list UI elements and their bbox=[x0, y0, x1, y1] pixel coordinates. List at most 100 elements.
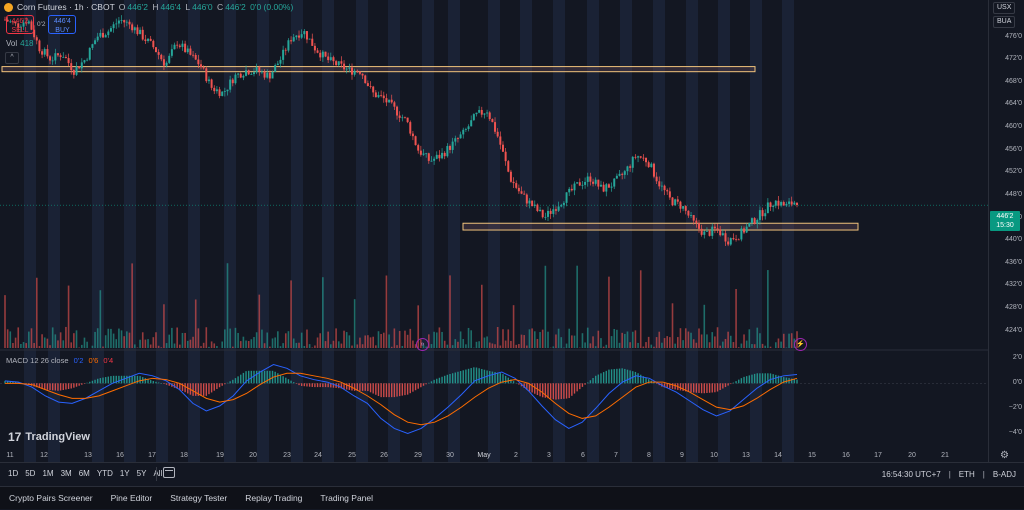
volume-bar bbox=[206, 327, 208, 348]
range-button-ytd[interactable]: YTD bbox=[97, 469, 113, 478]
volume-bar bbox=[36, 278, 38, 348]
range-button-5d[interactable]: 5D bbox=[25, 469, 35, 478]
volume-bar bbox=[4, 295, 6, 348]
macd-histogram-bar bbox=[362, 383, 363, 391]
flash-marker-icon[interactable]: ⚡ bbox=[794, 338, 807, 351]
time-tick: 29 bbox=[414, 452, 422, 459]
calendar-icon[interactable] bbox=[163, 467, 175, 478]
macd-value: 0'2 bbox=[74, 356, 84, 365]
macd-histogram-bar bbox=[304, 383, 305, 386]
volume-bar bbox=[28, 332, 30, 348]
time-tick: 19 bbox=[216, 452, 224, 459]
range-button-5y[interactable]: 5Y bbox=[137, 469, 147, 478]
price-tick: 472'0 bbox=[1005, 55, 1022, 62]
adjust-toggle[interactable]: B-ADJ bbox=[993, 470, 1016, 479]
candle-body bbox=[192, 55, 194, 56]
candle-body bbox=[248, 70, 250, 74]
range-button-all[interactable]: All bbox=[153, 469, 162, 478]
collapse-legend-button[interactable]: ^ bbox=[5, 52, 19, 64]
volume-bar bbox=[372, 337, 374, 348]
candle-body bbox=[510, 172, 512, 182]
macd-histogram-bar bbox=[76, 383, 77, 386]
candle-body bbox=[221, 92, 223, 96]
range-button-1m[interactable]: 1M bbox=[42, 469, 53, 478]
volume-bar bbox=[396, 345, 398, 348]
panel-tab-crypto-pairs-screener[interactable]: Crypto Pairs Screener bbox=[0, 487, 102, 509]
candle-body bbox=[213, 88, 215, 91]
volume-bar bbox=[621, 333, 623, 348]
candle-body bbox=[76, 66, 78, 74]
macd-histogram-bar bbox=[288, 379, 289, 383]
candle-body bbox=[89, 48, 91, 60]
event-marker-icon[interactable]: » bbox=[416, 338, 429, 351]
currency-selector[interactable]: USX bbox=[993, 2, 1015, 14]
panel-tab-trading-panel[interactable]: Trading Panel bbox=[311, 487, 382, 509]
panel-tab-replay-trading[interactable]: Replay Trading bbox=[236, 487, 311, 509]
range-button-1y[interactable]: 1Y bbox=[120, 469, 130, 478]
candle-body bbox=[568, 189, 570, 192]
candle-body bbox=[36, 37, 38, 40]
macd-histogram-bar bbox=[465, 370, 466, 384]
candle-body bbox=[338, 61, 340, 65]
macd-histogram-bar bbox=[192, 383, 193, 396]
candle-body bbox=[325, 52, 327, 57]
volume-bar bbox=[608, 277, 610, 348]
divider: | bbox=[949, 470, 951, 479]
open-label: O bbox=[119, 2, 126, 12]
macd-histogram-bar bbox=[497, 373, 498, 384]
buy-button[interactable]: 446'4 BUY bbox=[48, 15, 76, 34]
volume-bar bbox=[195, 299, 197, 348]
price-tick: 464'0 bbox=[1005, 100, 1022, 107]
unit-selector[interactable]: BUA bbox=[993, 16, 1015, 28]
volume-bar bbox=[20, 344, 22, 348]
macd-histogram-bar bbox=[280, 375, 281, 384]
macd-histogram-bar bbox=[600, 373, 601, 383]
clock[interactable]: 16:54:30 UTC+7 bbox=[882, 470, 941, 479]
volume-bar bbox=[513, 305, 515, 348]
candle-body bbox=[732, 238, 734, 239]
candle-body bbox=[468, 126, 470, 129]
macd-histogram-bar bbox=[418, 383, 419, 388]
candle-body bbox=[147, 39, 149, 41]
bar-countdown: 15:30 bbox=[990, 221, 1020, 230]
volume-bar bbox=[330, 344, 332, 348]
high-label: H bbox=[152, 2, 158, 12]
divider: | bbox=[983, 470, 985, 479]
volume-bar bbox=[460, 331, 462, 348]
macd-histogram-bar bbox=[513, 381, 514, 383]
macd-histogram-bar bbox=[256, 371, 257, 384]
volume-bar bbox=[788, 334, 790, 348]
axis-settings: USX BUA bbox=[993, 2, 1015, 28]
volume-bar bbox=[190, 340, 192, 348]
candle-body bbox=[44, 49, 46, 55]
range-button-6m[interactable]: 6M bbox=[79, 469, 90, 478]
volume-bar bbox=[645, 342, 647, 348]
volume-bar bbox=[629, 342, 631, 348]
candle-body bbox=[587, 177, 589, 182]
macd-histogram-bar bbox=[439, 378, 440, 384]
macd-histogram-bar bbox=[492, 372, 493, 384]
volume-bar bbox=[433, 332, 435, 348]
range-button-3m[interactable]: 3M bbox=[61, 469, 72, 478]
session-toggle[interactable]: ETH bbox=[959, 470, 975, 479]
sell-button[interactable]: 446'2 SELL bbox=[6, 15, 34, 34]
macd-histogram-bar bbox=[569, 383, 570, 398]
open-value: 446'2 bbox=[127, 2, 148, 12]
symbol-title[interactable]: Corn Futures · 1h · CBOT bbox=[17, 2, 115, 12]
candle-body bbox=[301, 34, 303, 37]
volume-bar bbox=[465, 344, 467, 348]
range-button-1d[interactable]: 1D bbox=[8, 469, 18, 478]
chart-canvas[interactable] bbox=[0, 0, 988, 462]
candle-body bbox=[144, 39, 146, 41]
macd-histogram-bar bbox=[550, 383, 551, 398]
gear-icon[interactable]: ⚙ bbox=[1000, 450, 1009, 461]
candle-body bbox=[317, 50, 319, 52]
volume-bar bbox=[701, 334, 703, 348]
macd-histogram-bar bbox=[380, 383, 381, 397]
volume-bar bbox=[555, 335, 557, 348]
panel-tab-strategy-tester[interactable]: Strategy Tester bbox=[161, 487, 236, 509]
panel-tab-pine-editor[interactable]: Pine Editor bbox=[102, 487, 162, 509]
